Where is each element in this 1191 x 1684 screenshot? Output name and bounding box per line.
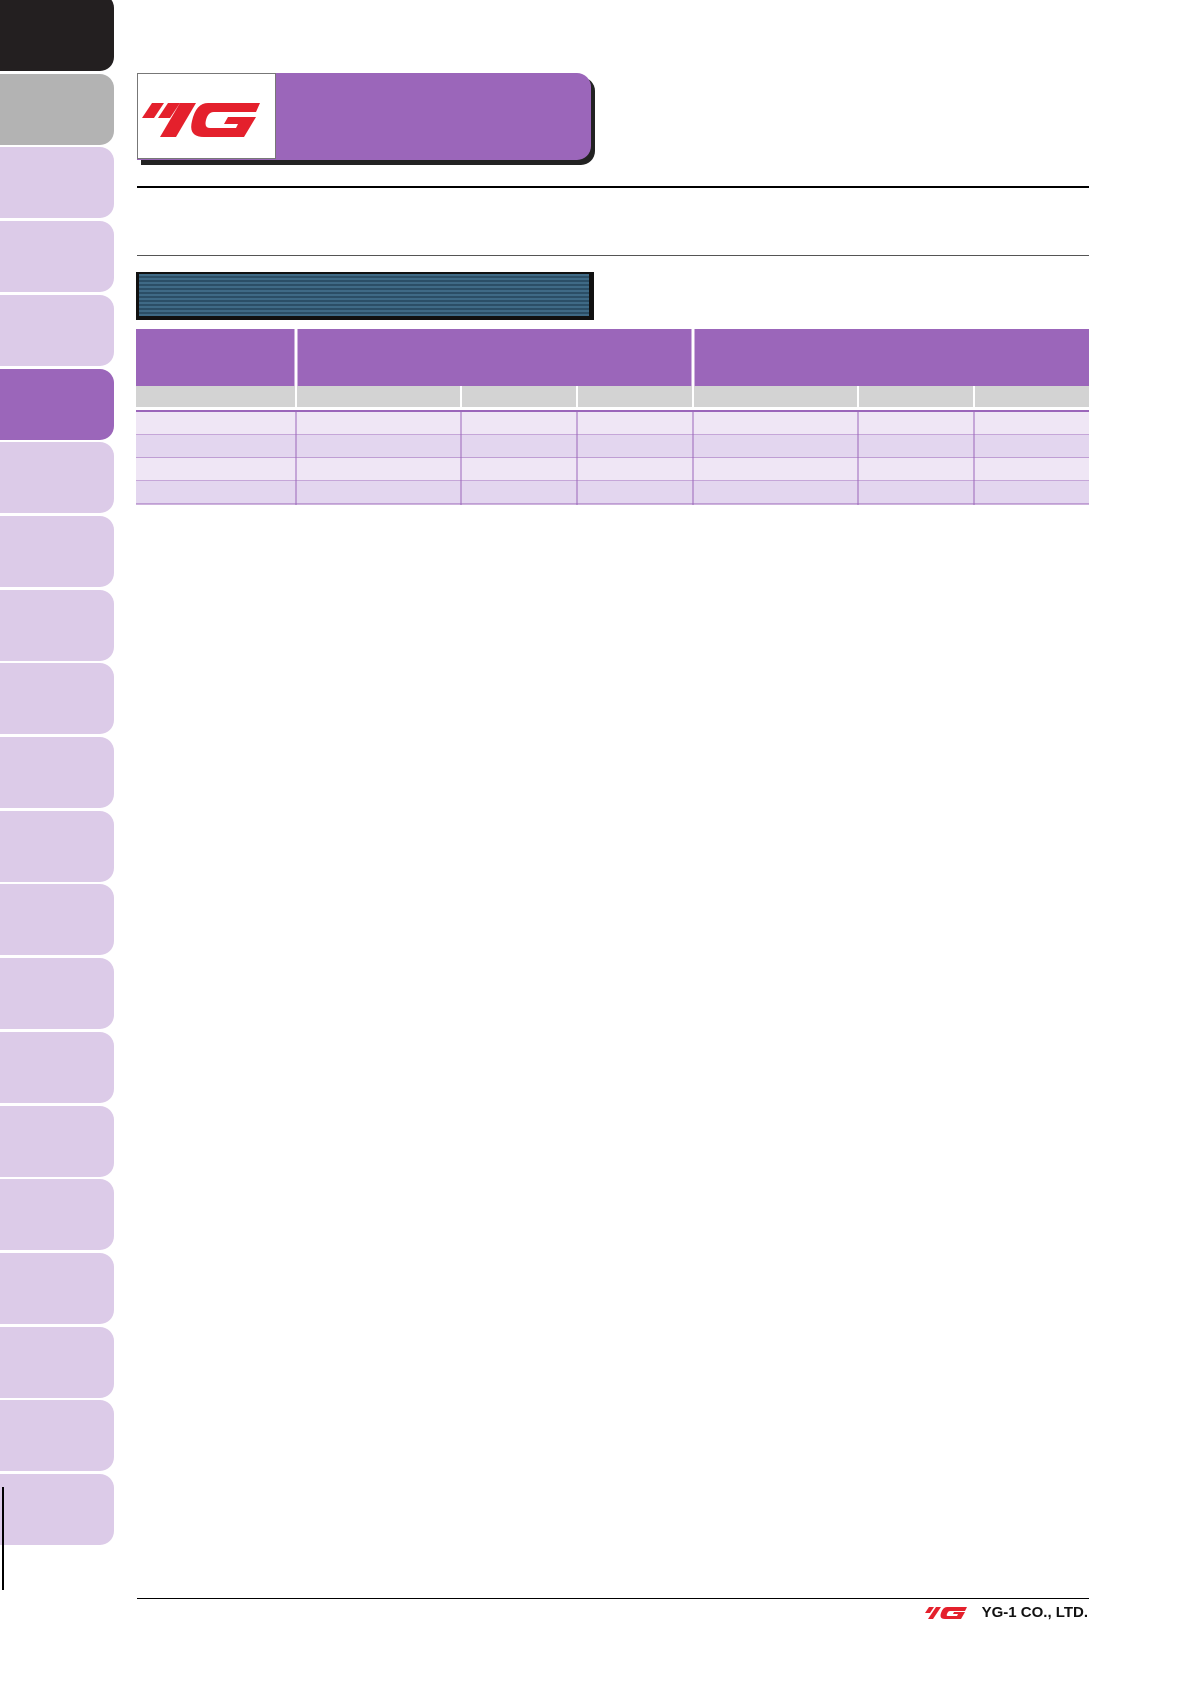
table-row	[136, 435, 1089, 458]
side-tab[interactable]	[0, 147, 114, 219]
side-tab[interactable]	[0, 0, 114, 71]
side-tab[interactable]	[0, 810, 114, 882]
section-bar-fill	[139, 274, 589, 316]
table-row	[136, 458, 1089, 481]
side-tab[interactable]	[0, 958, 114, 1030]
side-tab[interactable]	[0, 1326, 114, 1398]
side-tab[interactable]	[0, 515, 114, 587]
rule-second	[137, 255, 1089, 256]
side-tab[interactable]	[0, 1474, 114, 1545]
left-edge-line	[2, 1487, 4, 1590]
side-tab[interactable]	[0, 1400, 114, 1472]
side-tab[interactable]	[0, 73, 114, 145]
table-subheader	[136, 386, 1089, 407]
side-tab[interactable]	[0, 884, 114, 956]
table-row	[136, 481, 1089, 504]
rule-top	[137, 186, 1089, 188]
side-tab[interactable]	[0, 1252, 114, 1324]
side-tab[interactable]	[0, 368, 114, 440]
table	[136, 329, 1089, 505]
side-tab[interactable]	[0, 1031, 114, 1103]
logo	[142, 103, 260, 137]
footer-logo	[925, 1607, 967, 1619]
table-header	[136, 329, 1089, 386]
side-tab[interactable]	[0, 294, 114, 366]
table-row	[136, 412, 1089, 435]
side-tab[interactable]	[0, 221, 114, 293]
side-tab[interactable]	[0, 589, 114, 661]
side-tab[interactable]	[0, 1179, 114, 1251]
side-tab[interactable]	[0, 1105, 114, 1177]
side-tab[interactable]	[0, 737, 114, 808]
side-tab[interactable]	[0, 663, 114, 735]
logo-box	[137, 73, 276, 159]
rule-footer	[137, 1598, 1089, 1599]
footer-company: YG-1 CO., LTD.	[981, 1604, 1088, 1621]
side-tab[interactable]	[0, 442, 114, 514]
